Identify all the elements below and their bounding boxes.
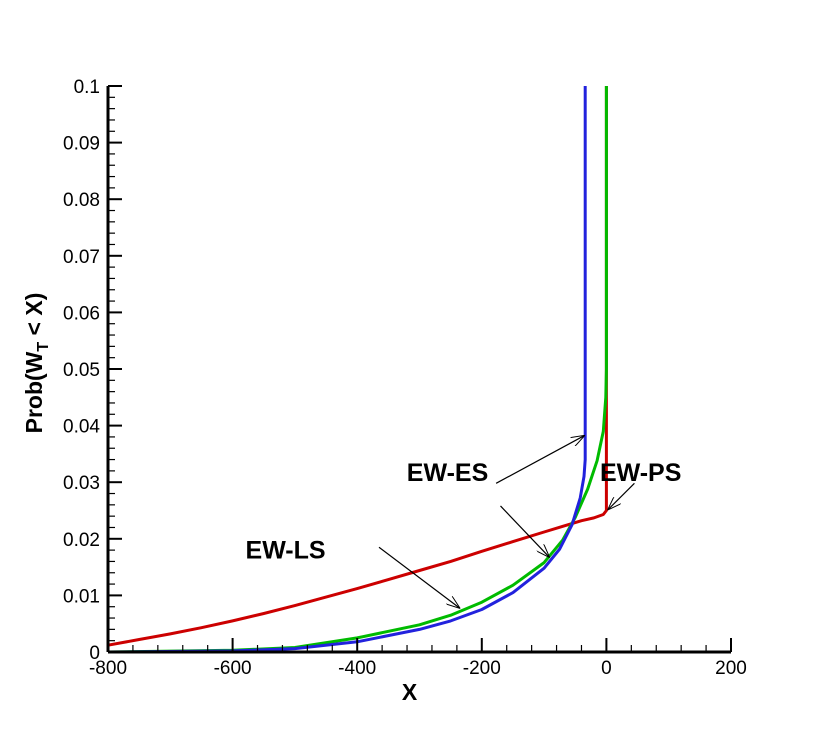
x-tick-label: -400 [338, 658, 376, 679]
series-layer [107, 86, 608, 654]
x-tick-label: -200 [463, 658, 501, 679]
x-tick-label: -800 [89, 658, 127, 679]
y-tick-label: 0.04 [63, 417, 100, 438]
y-tick-label: 0.02 [63, 530, 100, 551]
y-tick-label: 0.01 [63, 586, 100, 607]
x-axis-title: X [402, 679, 418, 705]
y-tick-label: 0.05 [63, 360, 100, 381]
y-tick-label: 0.06 [63, 303, 100, 324]
y-tick-label: 0.1 [74, 77, 100, 98]
y-axis-title-part: < X) [21, 293, 47, 342]
annotation-arrow-2 [608, 482, 635, 509]
y-tick-label: 0.08 [63, 190, 100, 211]
annotation-label-1: EW-ES [407, 459, 488, 487]
y-tick-label: 0.03 [63, 473, 100, 494]
y-axis-title-part: Prob(W [21, 351, 47, 433]
x-tick-label: -600 [214, 658, 252, 679]
x-tick-label: 200 [715, 658, 747, 679]
series-line-3 [107, 86, 587, 654]
y-axis-title: Prob(WT < X) [21, 293, 52, 434]
y-tick-label: 0 [89, 643, 100, 664]
annotation-arrow-4 [500, 505, 549, 557]
y-axis-title-subscript: T [35, 342, 52, 352]
series-line-2 [107, 86, 608, 654]
series-line-1 [107, 86, 608, 647]
annotation-arrow-3 [378, 546, 459, 608]
annotation-arrow-1 [495, 436, 584, 484]
y-tick-label: 0.09 [63, 134, 100, 155]
annotations-layer: EW-ES EW-PS EW-LS [246, 436, 681, 608]
axes-layer: 0 0.01 0.02 0.03 0.04 0.05 0.06 0.07 0.08 0.09 0.1… [21, 77, 747, 705]
x-tick-label: 0 [601, 658, 612, 679]
annotation-label-2: EW-PS [600, 459, 681, 487]
annotation-label-3: EW-LS [246, 537, 326, 565]
y-tick-label: 0.07 [63, 247, 100, 268]
